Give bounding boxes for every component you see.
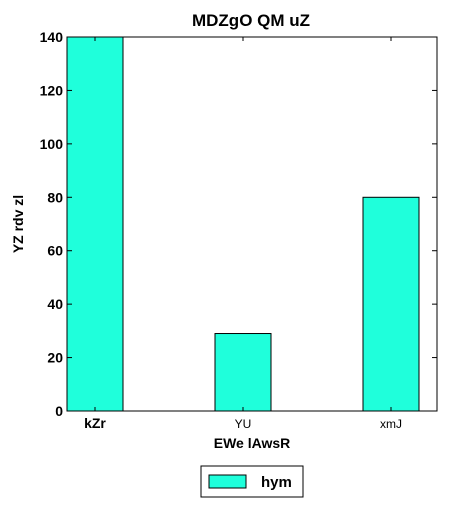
x-tick-label-YU: YU [235,417,252,431]
bars-layer [67,37,419,411]
y-tick-label-40: 40 [47,296,63,312]
y-tick-label-120: 120 [40,82,64,98]
legend-label: hym [261,474,292,491]
bar-xmJ [363,197,419,411]
legend-swatch [209,475,246,488]
y-tick-label-80: 80 [47,189,63,205]
legend: hym [201,466,303,497]
y-tick-label-20: 20 [47,350,63,366]
y-tick-label-0: 0 [55,403,63,419]
x-tick-label-xmJ: xmJ [380,417,402,431]
x-axis-label: EWe lAwsR [214,435,291,451]
y-tick-label-60: 60 [47,243,63,259]
y-tick-label-140: 140 [40,29,64,45]
chart-title: MDZgO QM uZ [192,11,310,30]
y-axis-label: YZ rdv zl [10,195,26,253]
x-tick-label-kZr: kZr [84,415,106,431]
bar-kZr [67,37,123,411]
y-tick-label-100: 100 [40,136,64,152]
bar-YU [215,334,271,411]
